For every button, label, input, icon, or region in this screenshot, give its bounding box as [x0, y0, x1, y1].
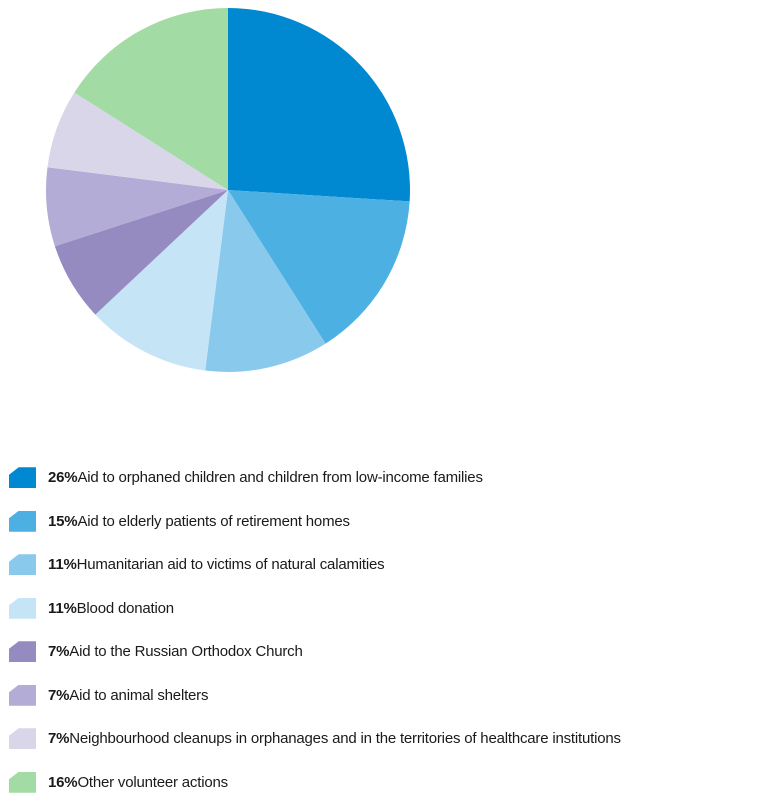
legend-percent: 15% [48, 513, 77, 530]
legend-swatch [9, 685, 36, 706]
legend-item: 7% Neighbourhood cleanups in orphanages … [9, 717, 773, 761]
legend-item: 11% Blood donation [9, 587, 773, 631]
pie-slice [228, 8, 410, 201]
legend-label: Aid to the Russian Orthodox Church [69, 643, 302, 660]
legend-label: Aid to orphaned children and children fr… [77, 469, 482, 486]
legend-label: Aid to elderly patients of retirement ho… [77, 513, 349, 530]
legend-percent: 26% [48, 469, 77, 486]
legend-label: Aid to animal shelters [69, 687, 208, 704]
legend-label: Neighbourhood cleanups in orphanages and… [69, 730, 621, 747]
legend-item: 7% Aid to the Russian Orthodox Church [9, 630, 773, 674]
legend-percent: 7% [48, 730, 69, 747]
legend-swatch [9, 772, 36, 793]
legend-label: Other volunteer actions [77, 774, 227, 791]
legend-item: 26% Aid to orphaned children and childre… [9, 456, 773, 500]
legend: 26% Aid to orphaned children and childre… [9, 456, 773, 804]
legend-percent: 7% [48, 687, 69, 704]
legend-label: Humanitarian aid to victims of natural c… [77, 556, 385, 573]
pie-chart [0, 0, 773, 400]
legend-swatch [9, 511, 36, 532]
legend-percent: 11% [48, 600, 77, 617]
legend-item: 11% Humanitarian aid to victims of natur… [9, 543, 773, 587]
legend-item: 7% Aid to animal shelters [9, 674, 773, 718]
legend-percent: 11% [48, 556, 77, 573]
legend-swatch [9, 467, 36, 488]
legend-swatch [9, 554, 36, 575]
legend-item: 16% Other volunteer actions [9, 761, 773, 804]
legend-item: 15% Aid to elderly patients of retiremen… [9, 500, 773, 544]
legend-swatch [9, 598, 36, 619]
legend-percent: 16% [48, 774, 77, 791]
legend-swatch [9, 728, 36, 749]
legend-swatch [9, 641, 36, 662]
legend-label: Blood donation [77, 600, 174, 617]
legend-percent: 7% [48, 643, 69, 660]
